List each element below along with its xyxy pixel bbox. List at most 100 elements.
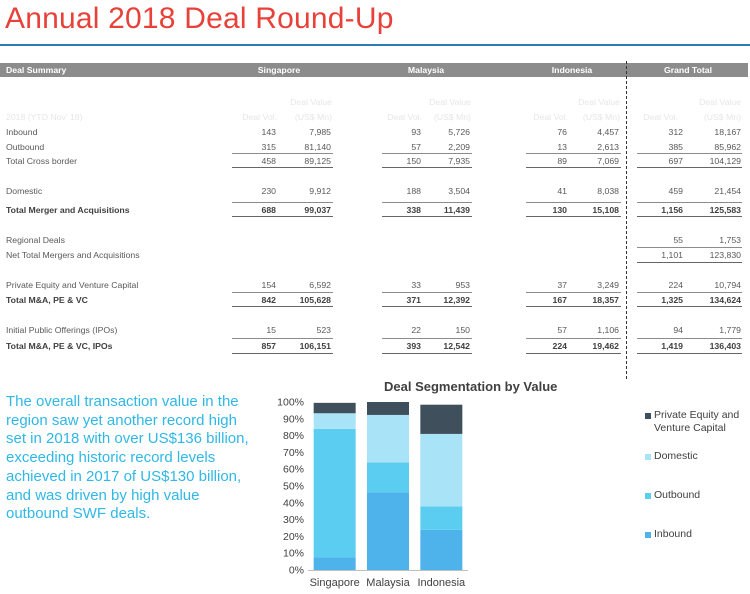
table-cell: 18,357 (592, 295, 619, 305)
bar-segment (313, 557, 356, 570)
table-cell: 459 (668, 186, 684, 196)
table-rule (637, 338, 742, 339)
table-rule (637, 292, 742, 293)
table-cell: 55 (673, 235, 683, 245)
table-cell: 123,830 (709, 250, 741, 260)
table-rule (382, 306, 472, 307)
table-cell: 393 (406, 341, 422, 351)
table-cell: 458 (261, 156, 277, 166)
deal-value-header: Deal Value (290, 97, 332, 107)
table-rule (526, 216, 621, 217)
bar-segment (313, 428, 356, 558)
table-cell: 1,101 (661, 250, 683, 260)
table-cell: 857 (261, 341, 277, 351)
table-cell: 2,613 (597, 142, 619, 152)
deal-value-header: Deal Value (429, 97, 471, 107)
deal-vol-header: Deal Vol. (533, 112, 568, 122)
bar-segment (313, 402, 356, 414)
table-header-group: Indonesia (551, 65, 593, 75)
table-cell: 150 (455, 325, 471, 335)
table-rule (526, 353, 621, 354)
table-rule (637, 353, 742, 354)
table-rule (637, 306, 742, 307)
table-cell: 33 (411, 280, 421, 290)
table-cell: 81,140 (304, 142, 331, 152)
bar-segment (420, 433, 463, 507)
table-cell: 57 (557, 325, 567, 335)
table-cell: 19,462 (592, 341, 619, 351)
table-cell: 136,403 (709, 341, 741, 351)
table-rule (232, 338, 333, 339)
table-rule (637, 167, 742, 168)
table-rule (526, 153, 621, 154)
legend-label: Venture Capital (654, 422, 726, 434)
table-cell: 105,628 (299, 295, 331, 305)
table-cell: 37 (557, 280, 567, 290)
table-cell: 150 (406, 156, 422, 166)
deal-value-header: Deal Value (699, 97, 741, 107)
table-cell: 224 (552, 341, 568, 351)
y-tick-label: 20% (283, 531, 304, 543)
table-cell: 85,962 (714, 142, 741, 152)
table-cell: 89,125 (304, 156, 331, 166)
table-row-label: Inbound (6, 127, 38, 137)
x-tick-label: Singapore (310, 577, 360, 589)
table-row-label: Total M&A, PE & VC, IPOs (6, 341, 113, 351)
legend-label: Private Equity and (654, 409, 740, 421)
deal-value-unit-header: (US$ Mn) (433, 112, 471, 122)
table-cell: 1,106 (597, 325, 619, 335)
table-cell: 15,108 (592, 205, 619, 215)
table-cell: 1,325 (661, 295, 683, 305)
table-cell: 143 (261, 127, 277, 137)
table-cell: 312 (668, 127, 684, 137)
table-rule (232, 167, 333, 168)
table-cell: 104,129 (709, 156, 741, 166)
table-rule (232, 353, 333, 354)
table-cell: 12,542 (443, 341, 470, 351)
table-cell: 1,156 (661, 205, 683, 215)
table-cell: 7,935 (448, 156, 470, 166)
deal-value-unit-header: (US$ Mn) (703, 112, 741, 122)
legend-swatch (645, 454, 651, 460)
y-tick-label: 0% (289, 565, 304, 577)
table-cell: 5,726 (448, 127, 470, 137)
table-cell: 106,151 (299, 341, 331, 351)
title-rule (0, 44, 750, 46)
y-tick-label: 30% (283, 514, 304, 526)
table-row-label: Outbound (6, 142, 45, 152)
table-rule (526, 202, 621, 203)
legend-label: Inbound (654, 528, 692, 540)
table-rule (382, 216, 472, 217)
y-tick-label: 100% (277, 397, 304, 409)
table-rule (232, 292, 333, 293)
table-cell: 1,419 (661, 341, 683, 351)
table-header-group: Singapore (257, 65, 301, 75)
table-rule (382, 202, 472, 203)
y-tick-label: 70% (283, 447, 304, 459)
table-cell: 338 (406, 205, 422, 215)
table-header-group: Malaysia (407, 65, 445, 75)
table-row-label: Initial Public Offerings (IPOs) (6, 325, 118, 335)
table-cell: 842 (261, 295, 277, 305)
table-rule (637, 262, 742, 263)
table-cell: 7,069 (597, 156, 619, 166)
legend-swatch (645, 493, 651, 499)
table-row-label: Total Merger and Acquisitions (6, 205, 130, 215)
table-cell: 167 (552, 295, 568, 305)
table-header-bar (0, 63, 748, 77)
table-cell: 697 (668, 156, 684, 166)
table-rule (382, 338, 472, 339)
table-cell: 57 (411, 142, 421, 152)
table-rule (232, 153, 333, 154)
table-cell: 8,038 (597, 186, 619, 196)
table-cell: 99,037 (304, 205, 331, 215)
table-cell: 125,583 (709, 205, 741, 215)
table-cell: 7,985 (309, 127, 331, 137)
deal-segmentation-chart: 0% 10% 20% 30% 40% 50% 60% 70% 80% 90% 100% Singapo… (277, 397, 468, 589)
table-cell: 385 (668, 142, 684, 152)
deal-value-header: Deal Value (578, 97, 620, 107)
x-tick-label: Indonesia (417, 577, 466, 589)
table-rule (232, 216, 333, 217)
table-cell: 188 (406, 186, 422, 196)
table-cell: 93 (411, 127, 421, 137)
